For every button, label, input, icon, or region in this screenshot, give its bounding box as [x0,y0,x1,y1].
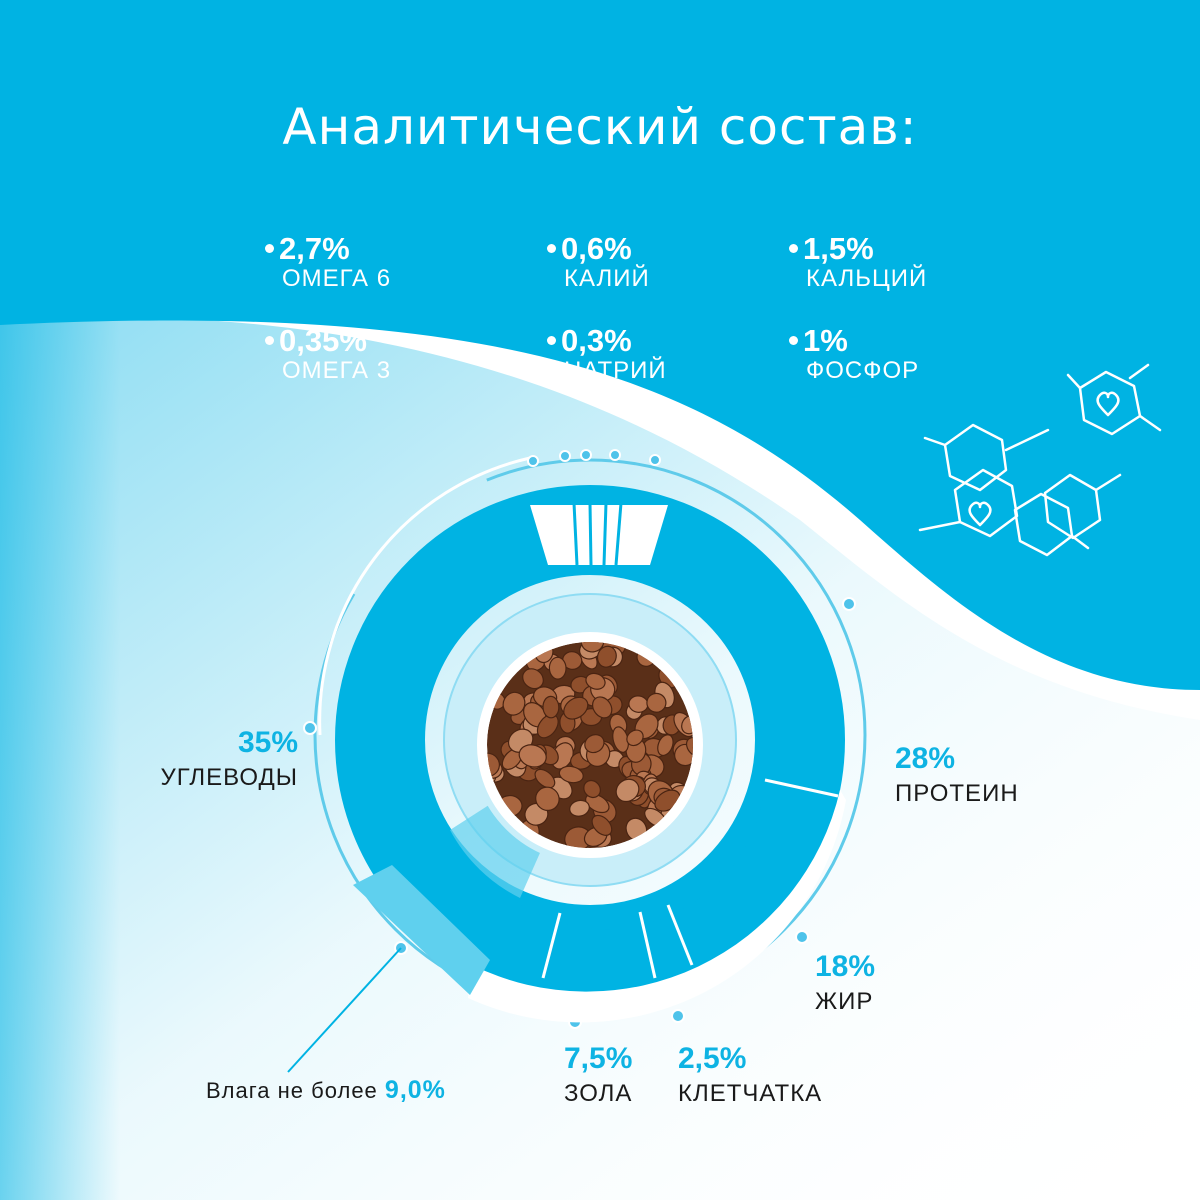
kibble-piece [585,672,606,690]
kibble-piece [681,715,693,735]
top-wave [0,0,1200,690]
nutrient-label: КАЛИЙ [564,265,650,292]
kibble-piece [548,656,567,680]
nutrient-value: 1% [803,323,848,358]
bullet-dot [547,335,556,345]
inner-ring-edge [443,593,737,887]
kibble-piece [558,765,584,784]
component-value: 35% [237,726,298,759]
component-label: КЛЕТЧАТКА [678,1080,823,1107]
nutrient-calcium: 1,5% КАЛЬЦИЙ [789,233,927,293]
component-fat: 18% ЖИР [815,950,875,1020]
kibble-piece [615,778,640,803]
component-label: УГЛЕВОДЫ [160,764,298,791]
component-ash: 7,5% ЗОЛА [564,1042,632,1112]
kibble-piece [542,695,560,719]
kibble-piece [685,736,693,759]
moisture-value: 9,0% [384,1076,446,1104]
kibble-piece [502,691,526,716]
kibble-piece [535,786,560,812]
kibble-piece [592,696,613,719]
moisture-note: Влага не более 9,0% [206,1076,446,1105]
nutrient-label: ОМЕГА 6 [282,265,392,292]
bullet-dot [265,335,274,345]
component-fiber: 2,5% КЛЕТЧАТКА [678,1042,822,1112]
kibble-piece [534,768,556,789]
nutrient-omega3: 0,35% ОМЕГА 3 [265,325,391,385]
page-title: Аналитический состав: [282,98,918,156]
bullet-dot [789,243,798,253]
component-value: 28% [895,742,956,775]
nutrient-sodium: 0,3% НАТРИЙ [547,325,667,385]
component-label: ЗОЛА [564,1080,633,1107]
donut-top-gap [530,505,668,565]
kibble-piece [563,696,589,720]
nutrient-value: 2,7% [279,231,350,266]
donut-top-lines [572,502,623,566]
moisture-label: Влага не более [206,1078,378,1103]
nutrient-value: 0,35% [279,323,367,358]
kibble-piece [580,642,605,653]
kibble-piece [585,793,610,814]
component-value: 2,5% [678,1042,747,1075]
kibble-piece [596,645,617,668]
bullet-dot [789,335,798,345]
kibble-piece [562,651,583,670]
component-value: 18% [815,950,876,983]
nutrient-label: КАЛЬЦИЙ [806,265,928,292]
outer-ring-light [318,456,531,736]
kibble-piece [626,729,644,747]
component-label: ПРОТЕИН [895,780,1019,807]
nutrient-omega6: 2,7% ОМЕГА 6 [265,233,391,293]
bullet-dot [265,243,274,253]
donut-dividers [541,778,839,979]
kibble-piece [583,779,601,799]
kibble-piece [522,668,544,690]
outer-ring-markers [303,449,856,1029]
kibble-piece [591,814,613,836]
component-carbs: 35% УГЛЕВОДЫ [140,726,298,796]
component-value: 7,5% [564,1042,633,1075]
molecule-hexagon-hearts-icon [918,363,1162,557]
kibble-piece [657,734,674,757]
nutrient-value: 0,6% [561,231,632,266]
donut-moisture-slice [353,865,490,995]
kibble-piece [646,692,667,713]
nutrient-value: 0,3% [561,323,632,358]
donut-bottom-gap [468,790,846,1023]
nutrient-label: ОМЕГА 3 [282,357,392,384]
nutrient-label: ФОСФОР [806,357,920,384]
component-protein: 28% ПРОТЕИН [895,742,1019,812]
nutrient-phosphorus: 1% ФОСФОР [789,325,919,385]
nutrient-value: 1,5% [803,231,874,266]
kibble-food-image [487,642,693,848]
nutrient-potassium: 0,6% КАЛИЙ [547,233,650,293]
moisture-pointer [287,947,402,1073]
kibble-piece [584,734,605,754]
bullet-dot [547,243,556,253]
nutrient-label: НАТРИЙ [564,357,667,384]
component-label: ЖИР [815,988,874,1015]
kibble-piece [518,744,547,768]
kibble-piece [569,799,590,817]
